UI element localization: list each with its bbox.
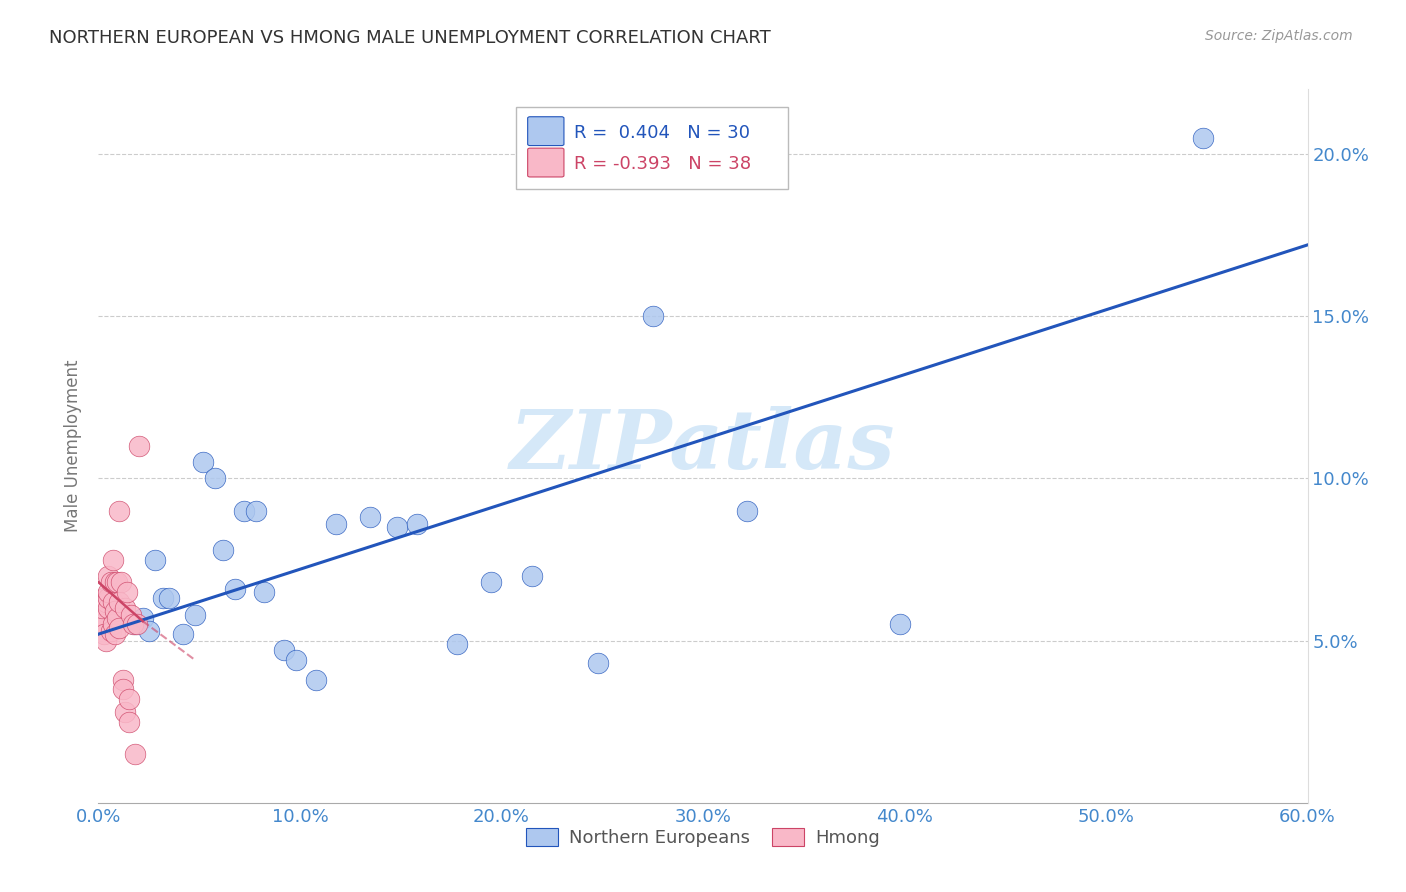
Text: NORTHERN EUROPEAN VS HMONG MALE UNEMPLOYMENT CORRELATION CHART: NORTHERN EUROPEAN VS HMONG MALE UNEMPLOY… [49, 29, 770, 46]
Point [204, 471, 226, 485]
Point [107, 621, 129, 635]
Point [105, 611, 128, 625]
Point [103, 627, 125, 641]
Point [143, 552, 166, 566]
Point [96, 633, 118, 648]
Point [97, 585, 120, 599]
Point [360, 510, 382, 524]
Point [91, 601, 114, 615]
Point [305, 673, 328, 687]
Point [152, 591, 174, 606]
Point [193, 455, 215, 469]
Point [118, 714, 141, 729]
Point [132, 611, 155, 625]
Point [273, 643, 295, 657]
Point [737, 504, 759, 518]
Text: R =  0.404   N = 30: R = 0.404 N = 30 [574, 124, 749, 142]
Point [100, 624, 122, 638]
Point [385, 520, 408, 534]
Point [115, 585, 138, 599]
Text: ZIPatlas: ZIPatlas [510, 406, 896, 486]
Point [87, 607, 110, 622]
Point [93, 627, 115, 641]
Point [97, 591, 120, 606]
Y-axis label: Male Unemployment: Male Unemployment [65, 359, 83, 533]
Point [124, 617, 146, 632]
Point [101, 595, 124, 609]
Point [114, 705, 136, 719]
Point [245, 504, 267, 518]
Point [125, 617, 148, 632]
FancyBboxPatch shape [516, 107, 787, 189]
Point [138, 624, 160, 638]
Point [405, 516, 427, 531]
Point [124, 747, 146, 761]
Point [103, 604, 125, 618]
Point [105, 575, 128, 590]
Point [96, 595, 118, 609]
Point [101, 552, 124, 566]
Legend: Northern Europeans, Hmong: Northern Europeans, Hmong [519, 821, 887, 855]
Point [253, 585, 276, 599]
Point [100, 575, 122, 590]
Point [641, 310, 664, 324]
Point [97, 568, 120, 582]
Point [111, 682, 134, 697]
Point [224, 582, 246, 596]
Point [101, 617, 124, 632]
Point [586, 657, 609, 671]
Point [157, 591, 180, 606]
Point [325, 516, 347, 531]
Point [212, 542, 235, 557]
Text: R = -0.393   N = 38: R = -0.393 N = 38 [574, 155, 751, 173]
Point [121, 617, 143, 632]
Point [103, 575, 125, 590]
FancyBboxPatch shape [527, 117, 564, 145]
Point [120, 607, 142, 622]
Point [172, 627, 194, 641]
Point [107, 595, 129, 609]
Point [232, 504, 254, 518]
Text: Source: ZipAtlas.com: Source: ZipAtlas.com [1205, 29, 1353, 43]
Point [107, 504, 129, 518]
Point [111, 673, 134, 687]
Point [481, 575, 503, 590]
Point [446, 637, 468, 651]
Point [110, 575, 132, 590]
Point [87, 614, 110, 628]
Point [520, 568, 543, 582]
Point [128, 439, 150, 453]
Point [93, 591, 115, 606]
Point [889, 617, 911, 632]
Point [118, 692, 141, 706]
Point [284, 653, 307, 667]
Point [184, 607, 207, 622]
Point [91, 617, 114, 632]
Point [1191, 131, 1213, 145]
Point [114, 601, 136, 615]
FancyBboxPatch shape [527, 148, 564, 177]
Point [97, 601, 120, 615]
